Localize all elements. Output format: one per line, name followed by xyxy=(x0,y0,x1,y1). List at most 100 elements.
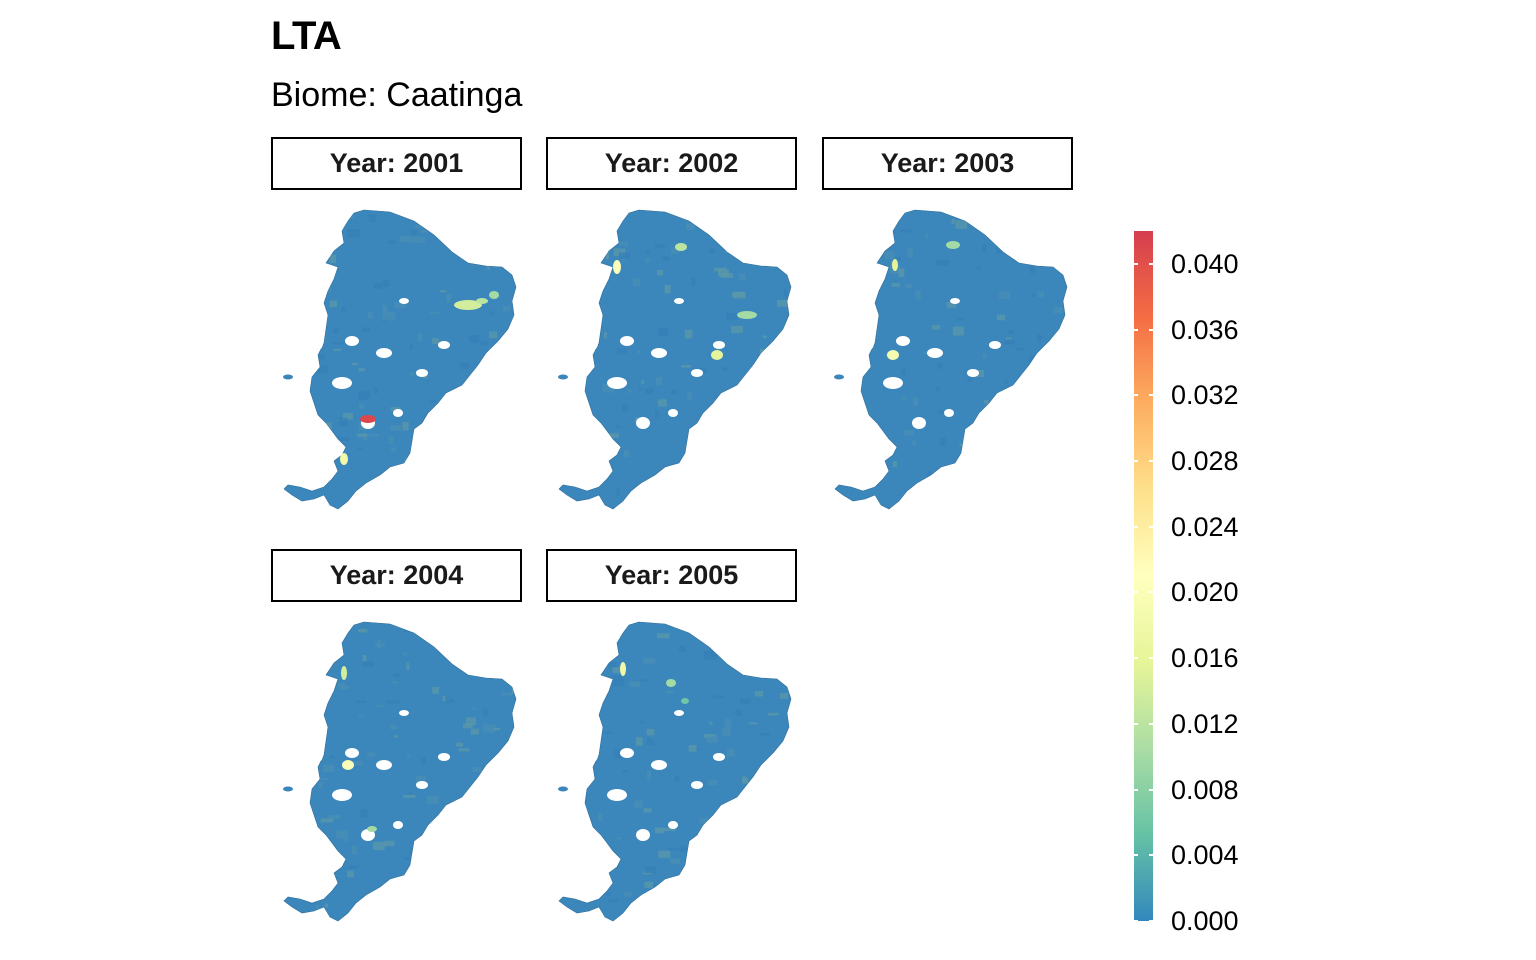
municipality xyxy=(318,782,323,789)
municipality xyxy=(612,667,623,673)
highlighted-municipality xyxy=(341,666,347,680)
municipality xyxy=(924,233,929,239)
map-gap xyxy=(864,336,874,350)
municipality xyxy=(411,468,422,474)
municipality xyxy=(644,866,657,874)
highlighted-municipality xyxy=(711,350,723,360)
map-gap xyxy=(399,710,409,716)
municipality xyxy=(980,429,991,438)
municipality xyxy=(409,343,413,350)
municipality xyxy=(706,735,719,743)
municipality xyxy=(627,388,632,393)
municipality xyxy=(344,215,355,218)
municipality xyxy=(446,293,452,303)
municipality xyxy=(750,372,756,380)
map-islet xyxy=(558,786,568,792)
municipality xyxy=(488,417,492,422)
map-islet xyxy=(558,374,568,380)
municipality xyxy=(320,818,334,823)
municipality xyxy=(783,637,791,645)
municipality xyxy=(748,422,761,431)
municipality xyxy=(770,247,781,255)
map-gap xyxy=(376,348,392,358)
municipality xyxy=(347,870,354,878)
municipality xyxy=(784,744,791,748)
municipality xyxy=(445,637,456,643)
municipality xyxy=(420,229,428,233)
map-gap xyxy=(636,829,650,841)
municipality xyxy=(596,429,605,434)
municipality xyxy=(730,826,741,834)
legend-tick-label: 0.004 xyxy=(1171,840,1239,871)
municipality xyxy=(931,325,941,330)
municipality xyxy=(1009,245,1020,253)
municipality xyxy=(325,903,329,908)
municipality xyxy=(926,471,932,476)
municipality xyxy=(333,348,341,351)
municipality xyxy=(894,256,902,261)
municipality xyxy=(892,461,897,468)
municipality xyxy=(402,421,409,431)
municipality xyxy=(403,794,416,798)
municipality xyxy=(510,859,516,866)
municipality xyxy=(404,857,416,860)
municipality xyxy=(674,776,680,782)
municipality xyxy=(1018,486,1028,492)
municipality xyxy=(696,846,710,855)
map-gap xyxy=(361,829,375,841)
municipality xyxy=(967,377,972,382)
municipality xyxy=(725,719,732,728)
highlighted-municipality xyxy=(367,826,377,832)
municipality xyxy=(912,397,918,406)
map-gap xyxy=(607,377,627,389)
municipality xyxy=(995,245,1009,254)
municipality xyxy=(616,348,627,355)
municipality xyxy=(432,687,439,694)
municipality xyxy=(904,283,913,288)
municipality xyxy=(483,724,496,733)
municipality xyxy=(373,283,382,289)
municipality xyxy=(754,424,764,431)
map-gap xyxy=(345,748,359,758)
municipality xyxy=(328,234,334,239)
map-gap xyxy=(691,369,703,377)
municipality xyxy=(469,335,480,343)
municipality xyxy=(687,392,692,401)
highlighted-municipality xyxy=(620,662,626,676)
municipality xyxy=(679,845,688,852)
map-gap xyxy=(691,781,703,789)
municipality xyxy=(643,657,656,664)
municipality xyxy=(722,727,731,736)
municipality xyxy=(759,733,771,736)
municipality xyxy=(388,436,394,444)
municipality xyxy=(884,251,895,260)
municipality xyxy=(390,407,402,411)
municipality xyxy=(671,389,677,395)
municipality xyxy=(432,338,439,344)
municipality xyxy=(489,311,496,316)
map-gap xyxy=(438,341,450,349)
municipality xyxy=(1034,362,1043,367)
municipality xyxy=(707,780,718,786)
municipality xyxy=(595,881,609,885)
municipality xyxy=(781,782,788,791)
municipality xyxy=(589,251,597,257)
municipality xyxy=(763,405,774,414)
map-svg xyxy=(283,621,517,922)
municipality xyxy=(1022,421,1026,428)
map-islet xyxy=(834,374,844,380)
municipality xyxy=(388,240,397,244)
municipality xyxy=(939,437,946,446)
municipality xyxy=(984,399,989,405)
municipality xyxy=(402,651,408,656)
municipality xyxy=(758,356,770,362)
municipality xyxy=(391,447,396,452)
highlighted-municipality xyxy=(613,260,621,274)
municipality xyxy=(338,417,348,427)
municipality xyxy=(667,848,679,851)
municipality xyxy=(463,723,473,729)
municipality xyxy=(976,266,981,271)
municipality xyxy=(608,898,619,903)
map-islet xyxy=(283,786,293,792)
municipality xyxy=(342,837,347,842)
